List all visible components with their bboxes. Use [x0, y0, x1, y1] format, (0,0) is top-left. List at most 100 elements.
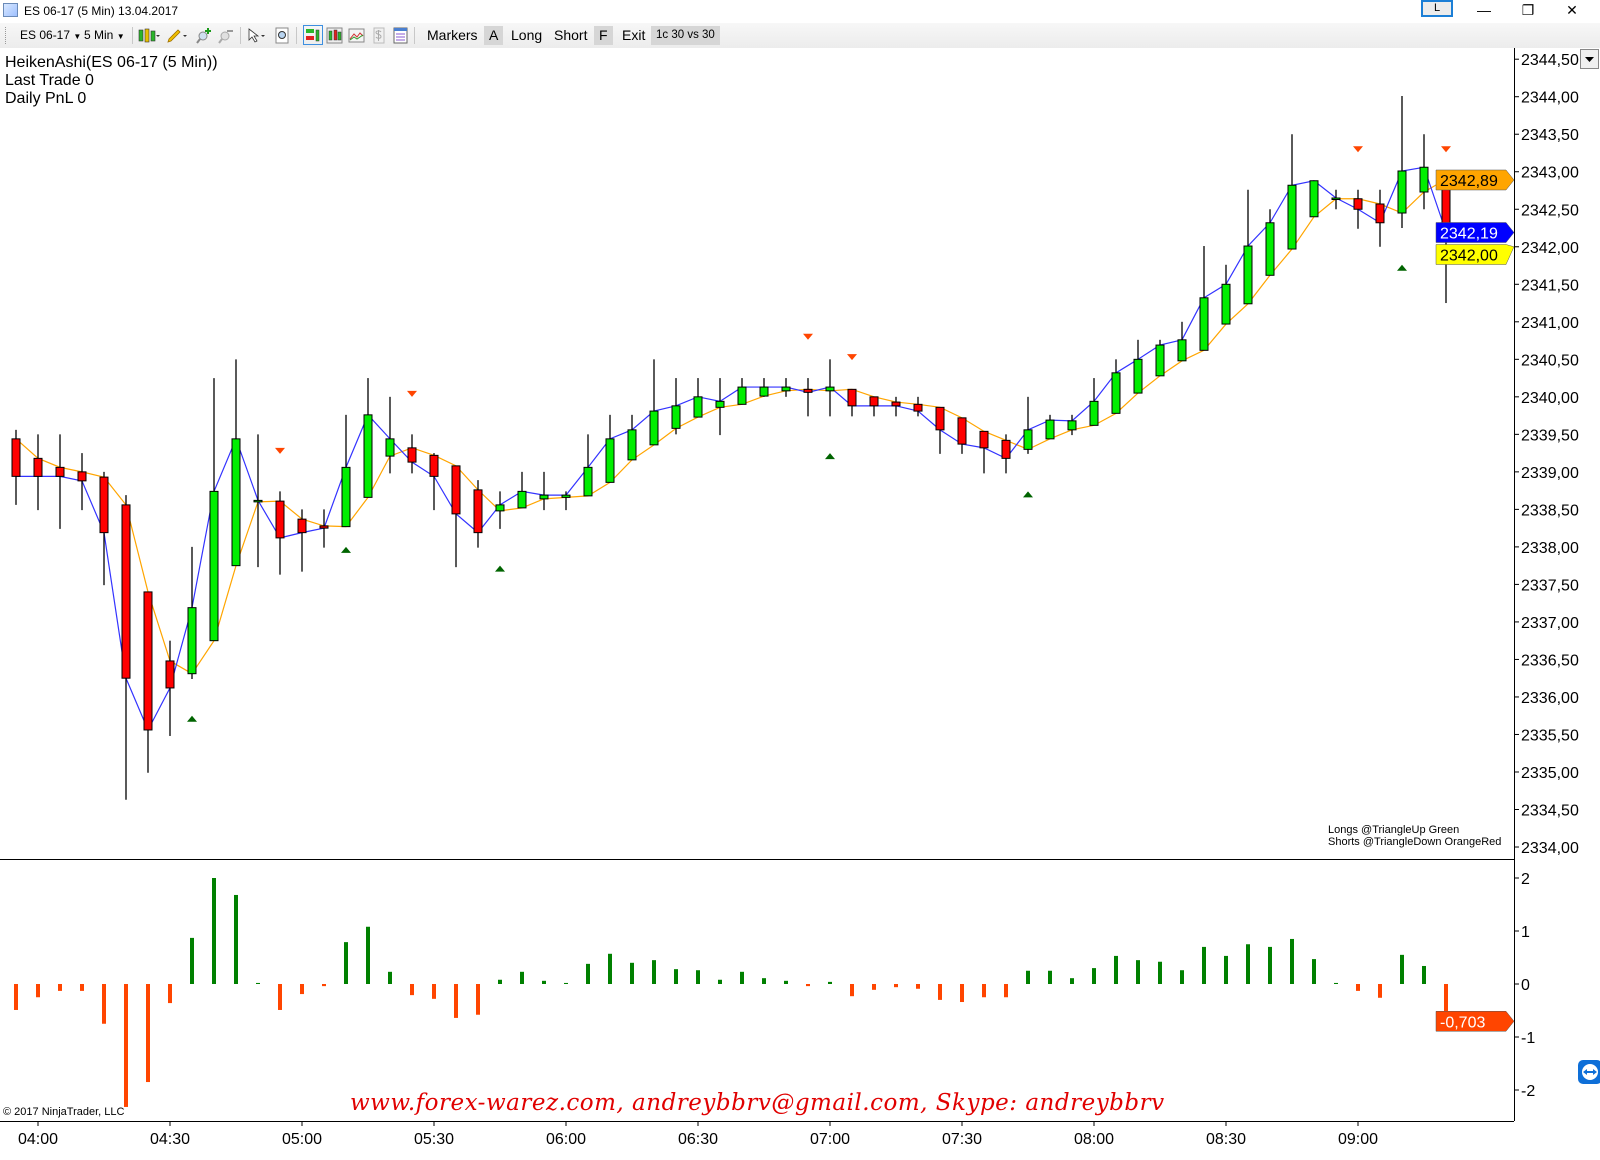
price-tick-label: 2341,00 — [1521, 315, 1579, 332]
candle-15 — [341, 414, 351, 528]
chart-trader-icon[interactable] — [303, 25, 323, 45]
strategy-button[interactable]: 1c 30 vs 30 — [651, 26, 720, 45]
candle-body — [121, 504, 131, 679]
time-tick-label: 06:00 — [546, 1131, 586, 1148]
histogram-bar — [1070, 978, 1074, 984]
price-tick-label: 2334,00 — [1521, 840, 1579, 857]
price-tick-label: 2340,00 — [1521, 390, 1579, 407]
indicator-histogram — [14, 878, 1448, 1107]
teamviewer-icon[interactable] — [1578, 1060, 1600, 1084]
histogram-bar — [124, 984, 128, 1107]
candle-53 — [1177, 321, 1187, 362]
histogram-bar — [982, 984, 986, 998]
price-tick-label: 2334,50 — [1521, 803, 1579, 820]
candle-5 — [121, 495, 131, 800]
histogram-bar — [938, 984, 942, 1000]
histogram-bar — [322, 984, 326, 987]
short-button[interactable]: Short — [554, 27, 588, 43]
link-button[interactable]: L — [1421, 0, 1453, 17]
short-marker-triangle-down — [803, 333, 813, 340]
candle-body — [473, 489, 483, 534]
short-marker-triangle-down — [407, 390, 417, 397]
candle-body — [825, 386, 835, 392]
candle-body — [869, 396, 879, 407]
restore-button[interactable]: ❐ — [1521, 2, 1535, 18]
candle-58 — [1287, 134, 1297, 250]
histogram-bar — [740, 971, 744, 984]
time-tick-label: 08:30 — [1206, 1131, 1246, 1148]
ha-open-price-label: 2342,89 — [1435, 169, 1515, 191]
histogram-bar — [564, 982, 568, 984]
indicator-value-label: -0,703 — [1435, 1011, 1515, 1032]
exit-button[interactable]: Exit — [622, 27, 646, 43]
pencil-draw-icon[interactable] — [166, 27, 188, 44]
window-titlebar: ES 06-17 (5 Min) 13.04.2017 L — ❐ ✕ — [0, 0, 1600, 22]
bars-icon[interactable] — [326, 27, 343, 44]
indicator-title: HeikenAshi(ES 06-17 (5 Min)) — [5, 54, 218, 71]
candle-body — [363, 414, 373, 498]
histogram-bar — [190, 937, 194, 984]
zoom-in-icon[interactable] — [196, 27, 213, 44]
magnifier-icon[interactable] — [274, 27, 291, 44]
candle-20 — [451, 465, 461, 568]
histogram-bar — [454, 984, 458, 1018]
ha-open-price-label-box — [1435, 169, 1515, 191]
indicator-tick-label: 0 — [1521, 977, 1530, 994]
toolbar-divider — [414, 27, 415, 44]
properties-icon[interactable] — [392, 27, 409, 44]
copyright-text: © 2017 NinjaTrader, LLC — [3, 1106, 125, 1118]
histogram-bar — [1048, 970, 1052, 984]
candle-48 — [1067, 414, 1077, 436]
candle-body — [627, 429, 637, 461]
candle-34 — [759, 378, 769, 397]
price-axis: 2344,50 2344,00 2343,50 2343,00 2342,50 2342,… — [1514, 52, 1579, 857]
histogram-bar — [498, 979, 502, 984]
candle-body — [1419, 166, 1429, 193]
minimize-button[interactable]: — — [1477, 2, 1491, 18]
histogram-bar — [520, 971, 524, 984]
candle-11 — [253, 434, 263, 568]
price-tick-label: 2335,50 — [1521, 727, 1579, 744]
dollar-icon[interactable] — [370, 27, 387, 44]
histogram-bar — [652, 960, 656, 984]
time-tick-label: 04:00 — [18, 1131, 58, 1148]
pointer-icon[interactable] — [246, 27, 268, 44]
close-button[interactable]: ✕ — [1566, 2, 1578, 18]
data-box-icon[interactable] — [348, 27, 365, 44]
long-button[interactable]: Long — [511, 27, 543, 43]
candle-19 — [429, 453, 439, 511]
time-tick-label: 07:30 — [942, 1131, 982, 1148]
f-button[interactable]: F — [594, 26, 613, 45]
candle-body — [165, 660, 175, 689]
scale-dropdown-button[interactable] — [1580, 49, 1599, 69]
candle-31 — [693, 378, 703, 418]
time-tick-label: 06:30 — [678, 1131, 718, 1148]
candle-body — [77, 471, 87, 482]
instrument-selector[interactable]: ES 06-17 ▼ — [20, 26, 81, 45]
candle-26 — [583, 434, 593, 497]
price-tick-label: 2338,00 — [1521, 540, 1579, 557]
markers-button[interactable]: Markers — [427, 27, 478, 43]
candlestick-style-icon[interactable] — [138, 27, 160, 44]
histogram-bar — [542, 980, 546, 984]
candles — [11, 95, 1451, 800]
histogram-bar — [1158, 961, 1162, 984]
interval-selector[interactable]: 5 Min ▼ — [84, 26, 125, 45]
a-button[interactable]: A — [484, 26, 504, 45]
candle-42 — [935, 406, 945, 454]
zoom-out-icon[interactable] — [218, 27, 235, 44]
histogram-bar — [256, 982, 260, 984]
candle-body — [539, 494, 549, 500]
histogram-bar — [784, 980, 788, 984]
long-marker-triangle-up — [1023, 491, 1033, 498]
candle-body — [1265, 222, 1275, 276]
candle-body — [495, 504, 505, 512]
candle-12 — [275, 491, 285, 575]
histogram-bar — [806, 984, 810, 987]
trade-markers — [187, 146, 1451, 722]
candle-body — [1111, 372, 1121, 414]
histogram-bar — [1312, 959, 1316, 984]
histogram-bar — [212, 878, 216, 984]
toolbar-grip[interactable] — [5, 27, 7, 44]
